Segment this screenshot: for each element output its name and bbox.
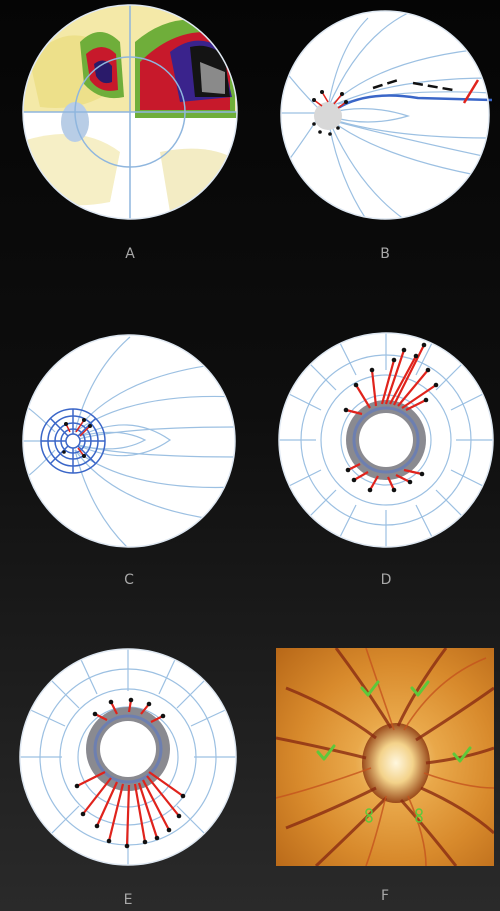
disc-sector-grid <box>22 334 236 548</box>
panel-label: E <box>123 892 133 908</box>
panel-d: D <box>276 330 496 588</box>
panel-label: A <box>125 246 135 262</box>
panel-b: B <box>278 8 492 262</box>
panel-label: D <box>380 572 392 588</box>
visual-field-map <box>22 4 238 220</box>
panel-e: E <box>17 646 239 908</box>
panel-label: B <box>380 246 390 262</box>
fundus-photo <box>276 648 494 866</box>
panel-a: A <box>20 2 240 262</box>
panel-label: F <box>380 888 390 904</box>
disc-projection-inferior <box>19 648 237 866</box>
panel-label: C <box>124 572 134 588</box>
panel-f: F <box>276 648 494 904</box>
nerve-fiber-trace <box>280 10 492 220</box>
panel-c: C <box>20 332 238 588</box>
disc-projection-superior <box>278 332 494 548</box>
